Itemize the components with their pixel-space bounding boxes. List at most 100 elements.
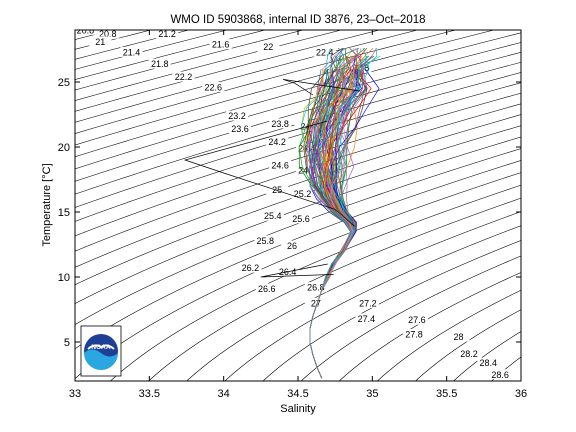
isopycnal-label: 21.6 bbox=[212, 40, 230, 50]
isopycnal-label: 24.8 bbox=[298, 166, 316, 176]
isopycnal-label-background bbox=[255, 283, 278, 294]
isopycnal-label: 21.2 bbox=[158, 29, 176, 39]
isopycnal-label: 27 bbox=[311, 298, 321, 308]
isopycnal-label-background bbox=[402, 329, 425, 339]
isopycnal-line bbox=[75, 32, 521, 158]
noaa-logo: NOAA bbox=[80, 325, 122, 377]
isopycnal-label: 28.4 bbox=[480, 358, 498, 368]
isopycnal-label-background bbox=[172, 71, 195, 82]
isopycnal-label: 28 bbox=[454, 332, 464, 342]
isopycnal-line bbox=[75, 30, 342, 101]
isopycnal-label-background bbox=[89, 36, 112, 47]
isopycnal-label: 20.8 bbox=[77, 25, 95, 35]
isopycnal-line bbox=[75, 30, 380, 112]
isopycnal-label: 23.8 bbox=[271, 119, 289, 129]
y-axis-label: Temperature [°C] bbox=[41, 163, 53, 246]
isopycnal-line bbox=[224, 225, 521, 381]
x-tick-label: 34.5 bbox=[287, 388, 308, 400]
isopycnal-label-background bbox=[239, 262, 262, 273]
isopycnal-line bbox=[376, 289, 521, 381]
isopycnal-label-background bbox=[304, 297, 327, 308]
isopycnal-label-background bbox=[295, 165, 318, 176]
isopycnal-label-background bbox=[304, 282, 327, 293]
profile-line bbox=[309, 55, 373, 379]
x-axis-label: Salinity bbox=[280, 403, 316, 415]
isopycnal-label: 22.4 bbox=[316, 47, 334, 57]
isopycnal-label-background bbox=[269, 160, 292, 170]
x-tick-label: 36 bbox=[515, 388, 527, 400]
x-tick-label: 33.5 bbox=[139, 388, 160, 400]
isopycnal-label: 22.2 bbox=[175, 72, 193, 82]
isopycnal-label: 28.6 bbox=[491, 370, 509, 380]
isopycnal-line bbox=[415, 309, 521, 381]
isopycnal-label-background bbox=[313, 46, 336, 57]
isopycnal-line bbox=[453, 331, 521, 381]
isopycnal-line bbox=[75, 136, 521, 304]
isopycnal-label: 27.4 bbox=[358, 314, 376, 324]
isopycnal-label: 25.2 bbox=[294, 189, 312, 199]
isopycnal-label: 26.8 bbox=[307, 283, 325, 293]
isopycnal-label-background bbox=[209, 39, 232, 50]
noaa-logo-wave bbox=[84, 349, 118, 370]
isopycnal-label: 23.2 bbox=[228, 111, 246, 121]
isopycnal-label-background bbox=[120, 46, 143, 57]
isopycnal-line bbox=[110, 184, 521, 381]
isopycnal-label-background bbox=[96, 30, 119, 39]
outlier-profile-line bbox=[183, 120, 355, 227]
x-tick-label: 34 bbox=[218, 388, 230, 400]
plot-area bbox=[75, 30, 521, 381]
isopycnal-label: 22 bbox=[263, 42, 273, 52]
isopycnal-line bbox=[75, 103, 521, 252]
isopycnal-label-background bbox=[289, 213, 312, 224]
isopycnal-label: 27.2 bbox=[359, 298, 377, 308]
isopycnal-label: 24 bbox=[300, 122, 310, 132]
isopycnal-label-background bbox=[281, 240, 304, 251]
isopycnal-label: 25.6 bbox=[292, 214, 310, 224]
isopycnal-label: 21.4 bbox=[123, 47, 141, 57]
isopycnal-label-background bbox=[266, 184, 289, 195]
isopycnal-line bbox=[75, 172, 521, 380]
x-tick-label: 33 bbox=[69, 388, 81, 400]
isopycnal-line bbox=[75, 125, 521, 286]
isopycnal-labels: 20.8 20.821 21.2 21.4 21.6 21.8 22 22.2 22.4 22.6… bbox=[75, 25, 512, 380]
isopycnal-label-background bbox=[254, 235, 277, 246]
isopycnal-label-background bbox=[148, 58, 171, 69]
isopycnal-label-background bbox=[356, 297, 379, 308]
isopycnal-label: 24.2 bbox=[268, 137, 286, 147]
isopycnal-label-background bbox=[294, 121, 317, 131]
axis-ticks: 33 33.5 34 34.5 35 35.5 36 5 10 15 20 25 bbox=[58, 30, 527, 400]
isopycnal-label-background bbox=[266, 136, 289, 147]
y-tick-label: 10 bbox=[58, 272, 70, 284]
isopycnal-label: 27.8 bbox=[405, 330, 423, 340]
isopycnal-line bbox=[75, 62, 521, 195]
isopycnal-label: 27.6 bbox=[408, 315, 426, 325]
outlier-profile-line bbox=[260, 263, 334, 278]
isopycnal-label: 26 bbox=[287, 241, 297, 251]
isopycnal-label-background bbox=[229, 123, 252, 134]
isopycnal-label-background bbox=[269, 118, 292, 129]
isopycnal-label: 21 bbox=[95, 37, 105, 47]
isopycnal-label-background bbox=[261, 210, 284, 221]
isopycnal-label: 22.6 bbox=[204, 83, 222, 93]
isopycnal-label-background bbox=[477, 357, 500, 368]
isopycnal-label: 24.6 bbox=[271, 161, 289, 171]
noaa-logo-gull bbox=[87, 344, 115, 350]
chart-title: WMO ID 5903868, internal ID 3876, 23–Oct… bbox=[170, 14, 425, 26]
y-tick-label: 25 bbox=[58, 77, 70, 89]
y-tick-label: 20 bbox=[58, 142, 70, 154]
isopycnal-label-background bbox=[355, 313, 378, 324]
isopycnal-line bbox=[75, 30, 418, 123]
isopycnal-line bbox=[262, 240, 521, 381]
isopycnal-label: 26.6 bbox=[258, 284, 276, 294]
isopycnal-label: 26.2 bbox=[242, 263, 260, 273]
isopycnal-line bbox=[75, 42, 521, 170]
profile-lines bbox=[183, 47, 381, 379]
outlier-profile-line bbox=[282, 79, 361, 96]
isopycnal-line bbox=[75, 92, 521, 237]
isopycnal-line bbox=[75, 30, 456, 134]
isopycnal-label: 25.4 bbox=[264, 211, 282, 221]
isopycnal-label-background bbox=[447, 331, 470, 342]
isopycnal-line bbox=[148, 197, 521, 381]
isopycnal-label: 20.8 bbox=[99, 29, 117, 39]
isopycnal-label-background bbox=[202, 82, 225, 92]
